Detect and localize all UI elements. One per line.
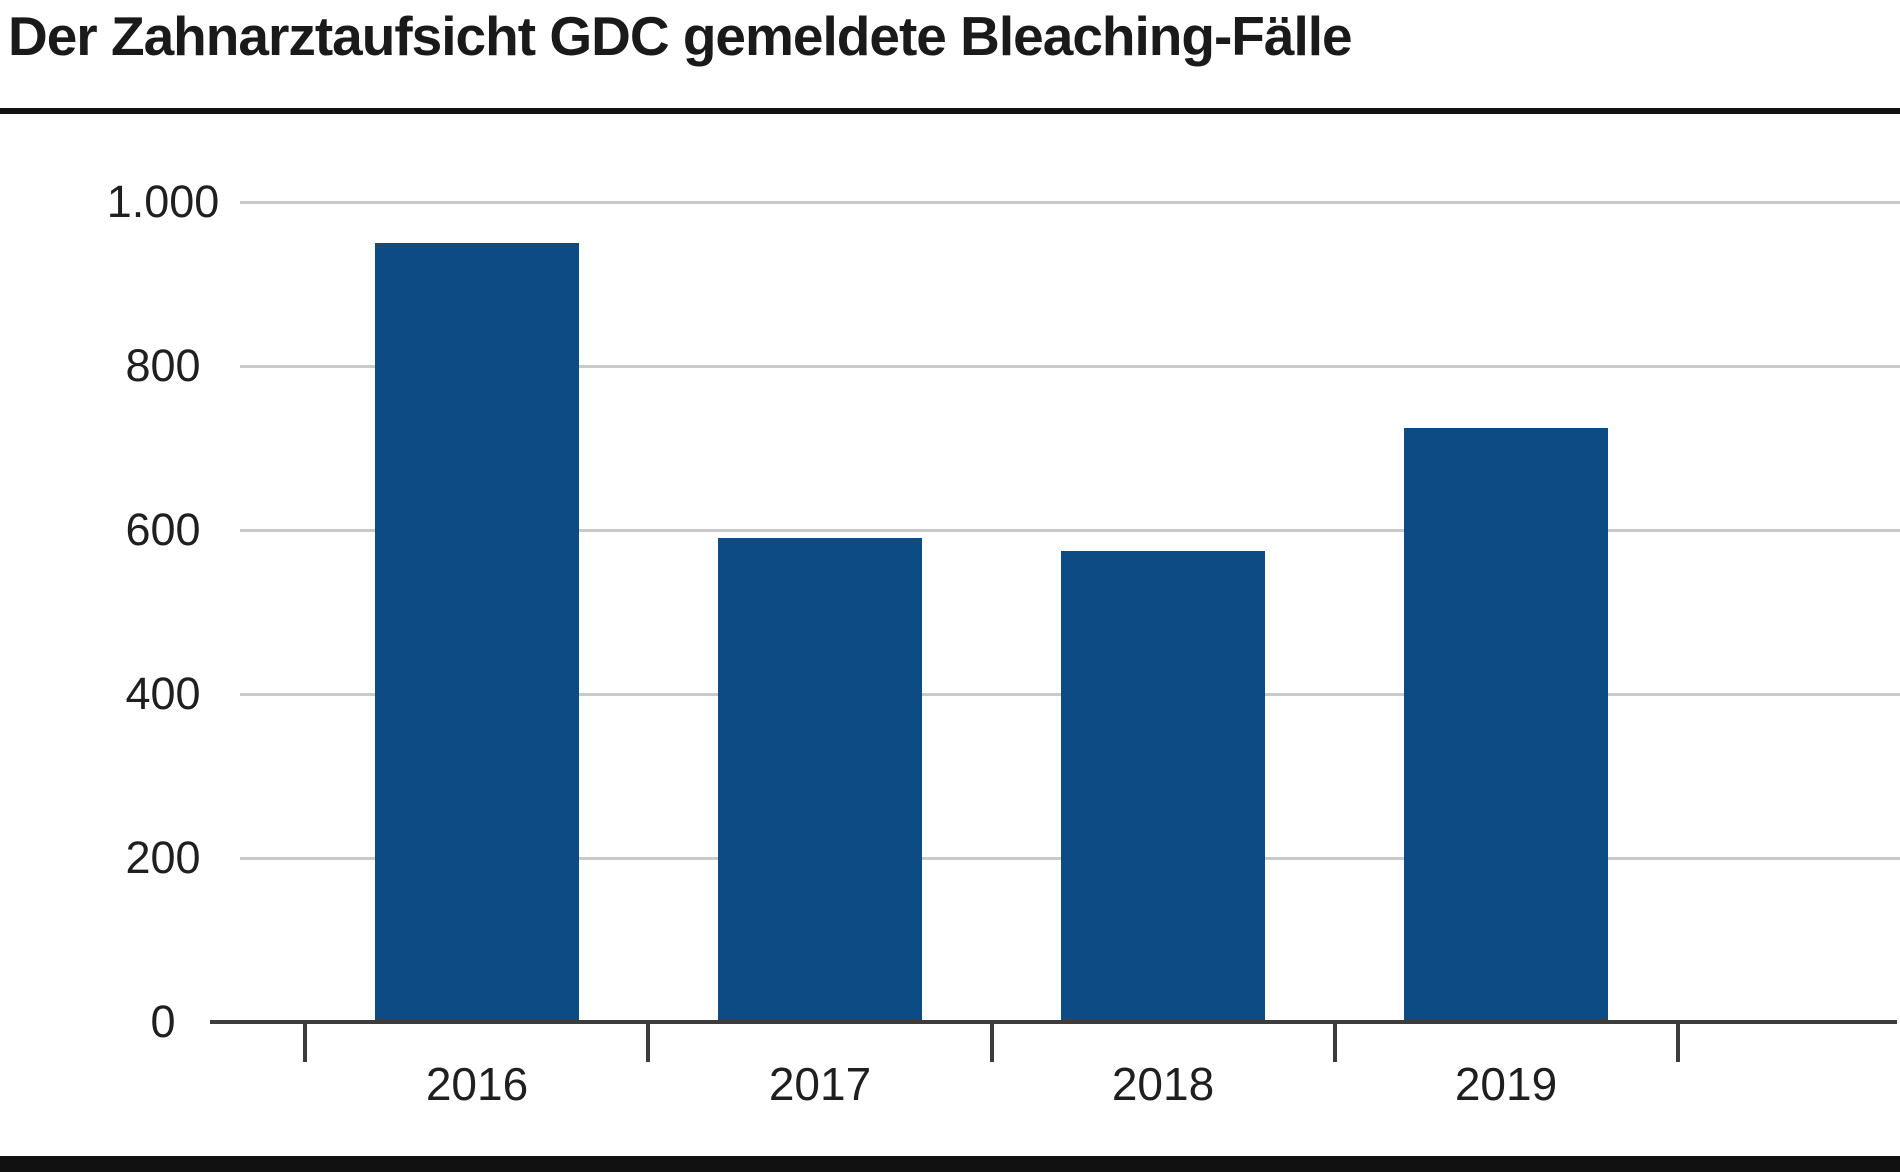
gridline	[240, 201, 1900, 204]
bar-2018	[1061, 551, 1265, 1023]
chart-title: Der Zahnarztaufsicht GDC gemeldete Bleac…	[8, 5, 1353, 67]
x-axis-tick-mark	[990, 1022, 994, 1062]
x-axis-tick-mark	[1676, 1022, 1680, 1062]
x-axis-line	[210, 1020, 1897, 1024]
y-axis-tick-label: 1.000	[106, 176, 220, 227]
x-axis-tick-label: 2017	[768, 1058, 872, 1110]
y-axis-tick-label: 200	[125, 832, 201, 883]
x-axis-tick-mark	[303, 1022, 307, 1062]
y-axis-tick-label: 600	[125, 504, 201, 555]
y-axis-tick-label: 800	[125, 340, 201, 391]
bar-2016	[375, 243, 579, 1022]
gridline	[240, 529, 1900, 532]
y-axis-tick-label: 0	[150, 996, 176, 1047]
x-axis-tick-label: 2018	[1111, 1058, 1215, 1110]
x-axis-tick-label: 2016	[425, 1058, 529, 1110]
bar-2019	[1404, 428, 1608, 1023]
title-divider-rule	[0, 108, 1900, 114]
x-axis-tick-label: 2019	[1454, 1058, 1558, 1110]
y-axis-tick-label: 400	[125, 668, 201, 719]
gridline	[240, 365, 1900, 368]
x-axis-tick-mark	[646, 1022, 650, 1062]
x-axis-tick-mark	[1333, 1022, 1337, 1062]
bar-2017	[718, 538, 922, 1022]
bottom-divider-rule	[0, 1156, 1900, 1172]
